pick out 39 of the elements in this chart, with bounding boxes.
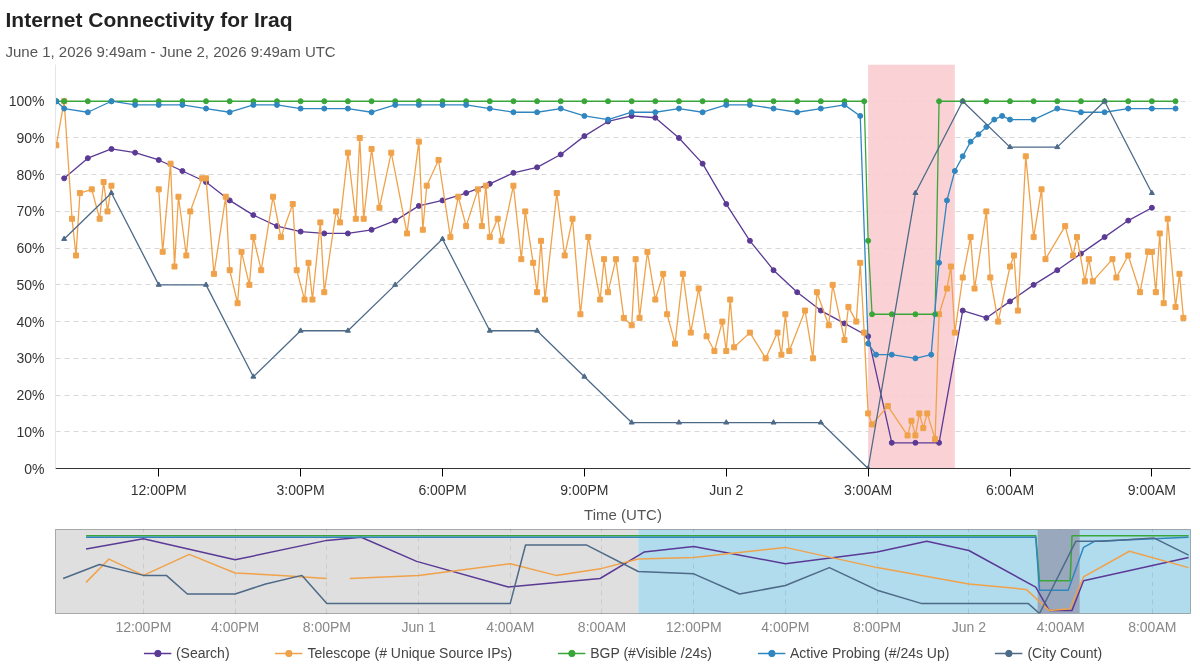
y-tick-label: 90%: [16, 129, 45, 146]
x-axis-title: Time (UTC): [584, 505, 662, 523]
legend-label: Active Probing (#/24s Up): [789, 645, 950, 661]
x-tick-label: 4:00PM: [210, 618, 260, 635]
y-tick-label: 10%: [16, 423, 45, 440]
x-tick-label: 8:00PM: [853, 618, 902, 635]
y-tick-label: 30%: [16, 350, 45, 367]
x-tick-label: 6:00AM: [985, 481, 1035, 498]
y-tick-label: 20%: [16, 387, 45, 404]
chart-subtitle: June 1, 2026 9:49am - June 2, 2026 9:49am UTC: [5, 42, 336, 60]
legend-label: Telescope (# Unique Source IPs): [307, 645, 513, 661]
y-tick-label: 60%: [16, 240, 45, 257]
legend-label: (Search): [175, 645, 230, 661]
y-tick-label: 40%: [16, 313, 45, 330]
x-tick-label: 9:00PM: [560, 481, 609, 498]
x-tick-label: 12:00PM: [115, 618, 172, 635]
x-tick-label: Jun 1: [401, 618, 436, 635]
x-tick-label: 8:00PM: [302, 618, 351, 635]
x-tick-label: 4:00AM: [486, 618, 535, 635]
x-tick-label: 9:00AM: [1127, 481, 1176, 498]
y-tick-label: 100%: [8, 93, 45, 110]
x-tick-label: 8:00AM: [1128, 618, 1177, 635]
x-tick-label: 6:00PM: [418, 481, 467, 498]
x-tick-label: 4:00PM: [761, 618, 810, 635]
y-tick-label: 0%: [24, 460, 45, 477]
y-tick-label: 80%: [16, 166, 45, 183]
legend-label: (City Count): [1027, 645, 1103, 661]
x-tick-label: 12:00PM: [130, 481, 187, 498]
y-tick-label: 70%: [16, 203, 45, 220]
x-tick-label: Jun 2: [951, 618, 987, 635]
x-tick-label: 12:00PM: [665, 618, 722, 635]
x-tick-label: Jun 2: [709, 481, 744, 498]
x-tick-label: 3:00PM: [276, 481, 325, 498]
chart-title: Internet Connectivity for Iraq: [5, 7, 293, 31]
legend-label: BGP (#Visible /24s): [590, 645, 712, 661]
x-tick-label: 4:00AM: [1036, 618, 1085, 635]
y-tick-label: 50%: [16, 276, 45, 293]
x-tick-label: 3:00AM: [844, 481, 893, 498]
x-tick-label: 8:00AM: [577, 618, 627, 635]
